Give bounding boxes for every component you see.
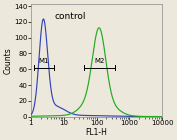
Y-axis label: Counts: Counts — [4, 47, 12, 74]
Text: control: control — [55, 12, 86, 21]
Text: M2: M2 — [94, 58, 105, 64]
Text: M1: M1 — [39, 58, 49, 64]
X-axis label: FL1-H: FL1-H — [86, 128, 107, 136]
